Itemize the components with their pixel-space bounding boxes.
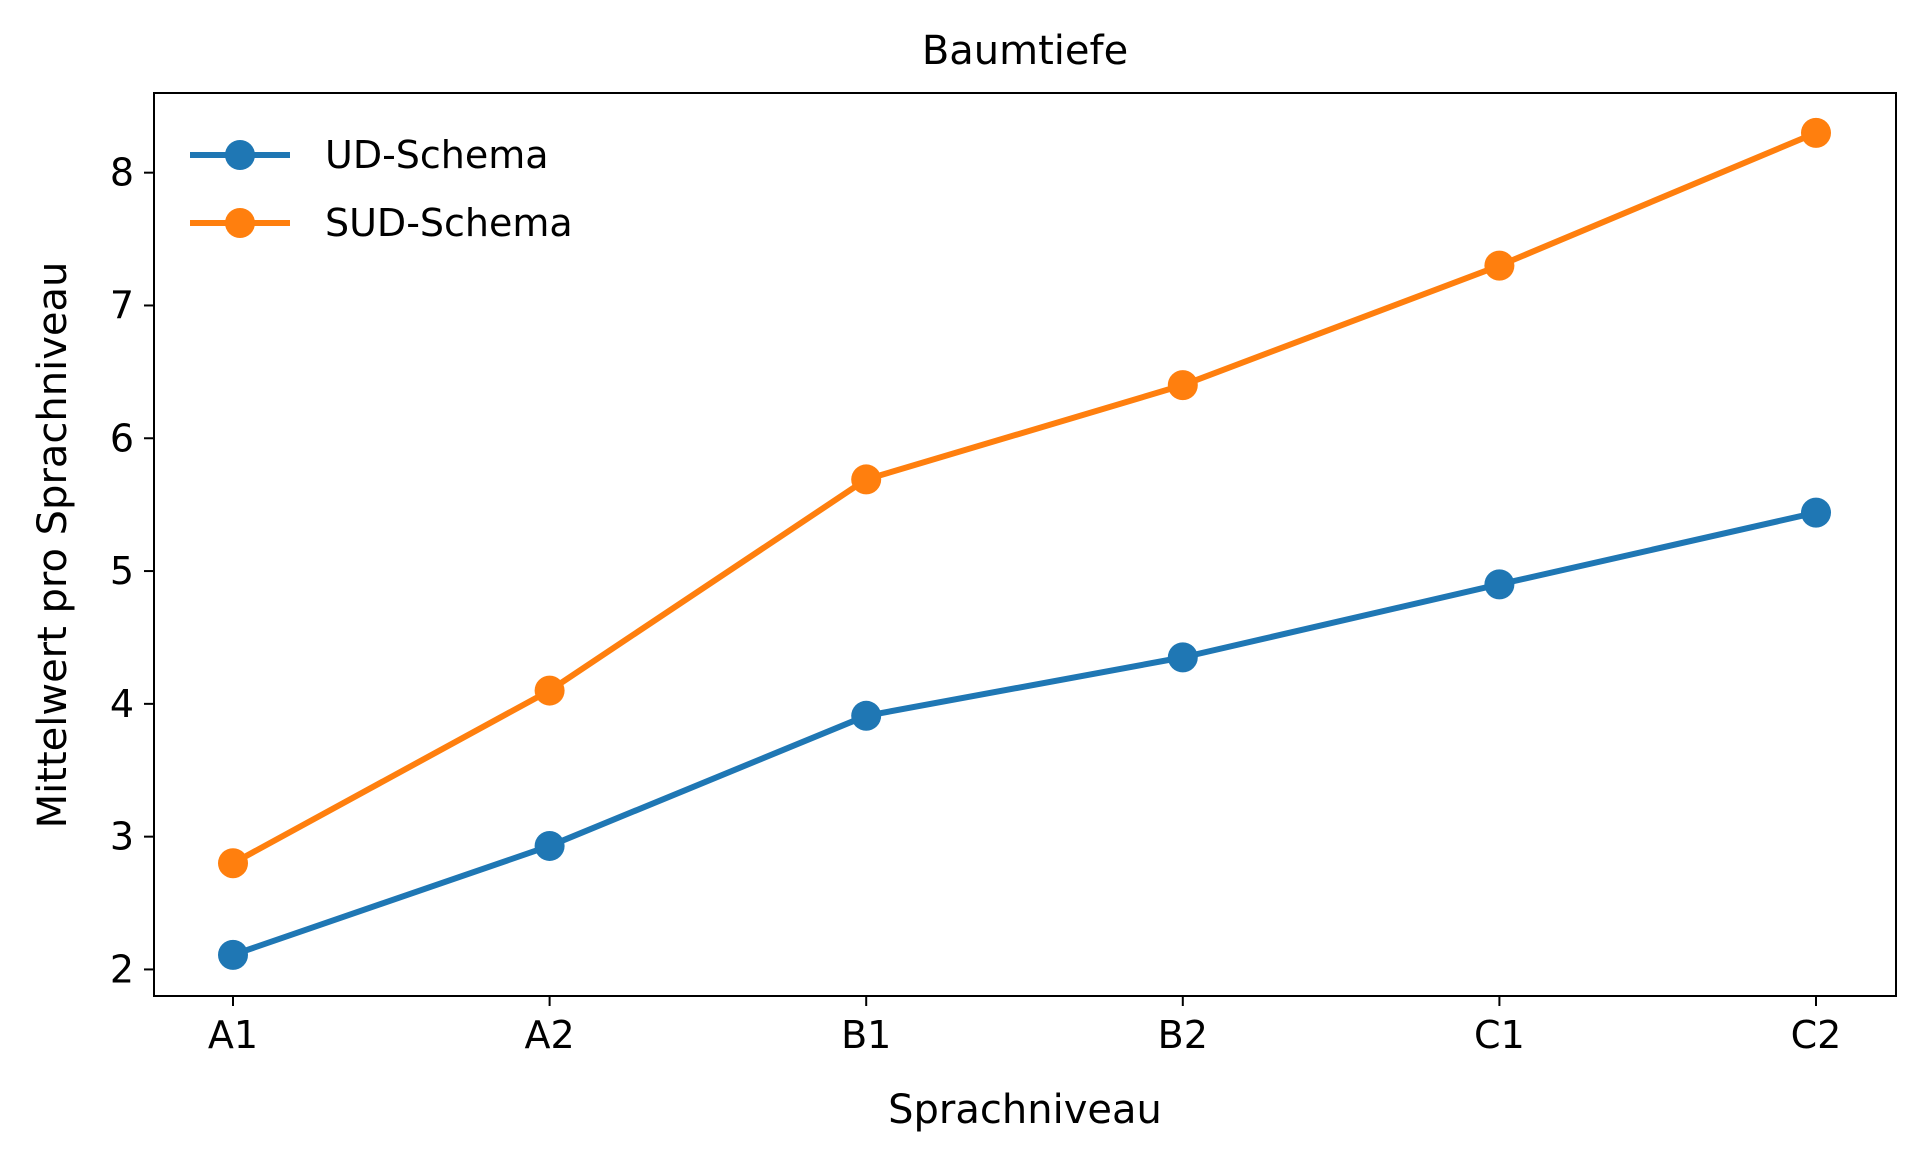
series-line-ud-schema bbox=[232, 509, 1817, 958]
legend-marker-sud-schema bbox=[225, 208, 255, 238]
y-tick-label-3: 3 bbox=[110, 815, 134, 859]
data-point-ud-schema-c1 bbox=[1484, 569, 1515, 600]
data-point-ud-schema-b2 bbox=[1167, 642, 1198, 673]
chart-title: Baumtiefe bbox=[922, 28, 1128, 74]
data-point-sud-schema-a1 bbox=[218, 848, 248, 879]
y-tick-label-8: 8 bbox=[110, 151, 134, 195]
data-point-ud-schema-b1 bbox=[851, 700, 882, 731]
data-point-ud-schema-a1 bbox=[218, 939, 248, 970]
data-point-ud-schema-a2 bbox=[534, 830, 565, 861]
data-point-sud-schema-c2 bbox=[1801, 117, 1831, 148]
plot-frame bbox=[153, 92, 1897, 997]
data-point-sud-schema-a2 bbox=[534, 675, 565, 706]
y-tick-label-5: 5 bbox=[110, 549, 134, 593]
x-tick-label-a2: A2 bbox=[525, 1013, 575, 1057]
x-tick-label-c1: C1 bbox=[1474, 1013, 1525, 1057]
legend-label-sud-schema: SUD-Schema bbox=[325, 201, 573, 245]
x-tick-label-b2: B2 bbox=[1158, 1013, 1208, 1057]
y-tick-label-7: 7 bbox=[110, 283, 134, 327]
y-tick-label-6: 6 bbox=[110, 416, 134, 460]
x-tick-label-a1: A1 bbox=[208, 1013, 258, 1057]
series-line-sud-schema bbox=[231, 130, 1818, 866]
legend-marker-ud-schema bbox=[225, 140, 255, 170]
data-point-sud-schema-b1 bbox=[851, 464, 882, 495]
data-point-sud-schema-c1 bbox=[1484, 250, 1515, 281]
x-tick-label-c2: C2 bbox=[1791, 1013, 1842, 1057]
y-tick-label-2: 2 bbox=[110, 947, 134, 991]
y-tick-label-4: 4 bbox=[110, 682, 134, 726]
plot-area: A1 A2 B1 B2 C1 C2 2 3 4 5 6 7 8 bbox=[110, 117, 1842, 1057]
y-axis-label: Mittelwert pro Sprachniveau bbox=[30, 262, 76, 829]
legend: UD-Schema SUD-Schema bbox=[190, 133, 573, 245]
x-axis-label: Sprachniveau bbox=[888, 1087, 1162, 1133]
data-point-ud-schema-c2 bbox=[1801, 497, 1831, 528]
legend-label-ud-schema: UD-Schema bbox=[325, 133, 549, 177]
x-tick-label-b1: B1 bbox=[841, 1013, 891, 1057]
data-point-sud-schema-b2 bbox=[1167, 370, 1198, 401]
